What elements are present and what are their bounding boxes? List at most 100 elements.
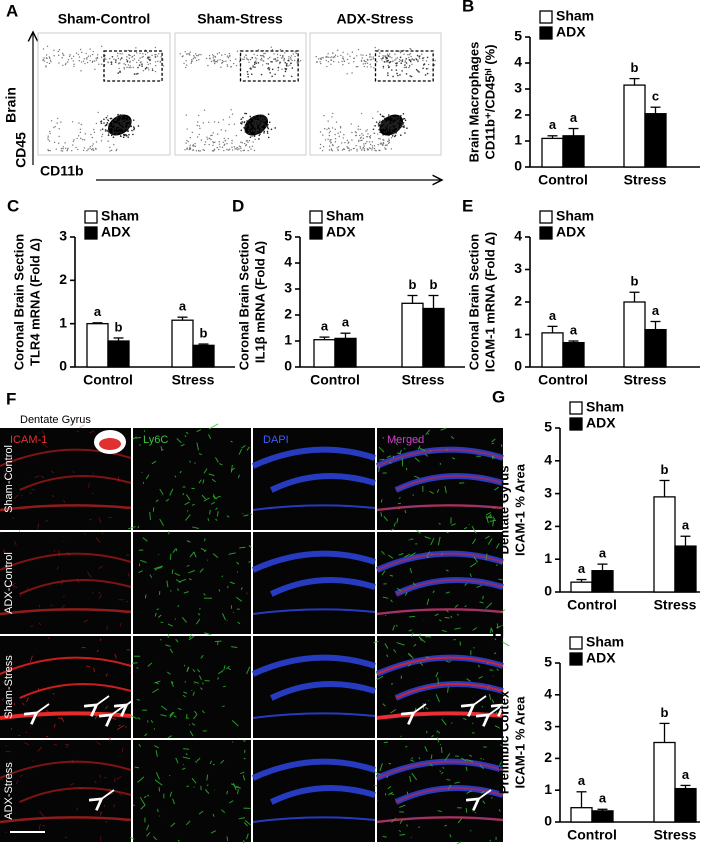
event-dot bbox=[386, 60, 388, 62]
significance-label: a bbox=[652, 303, 660, 318]
vessel bbox=[198, 453, 203, 456]
event-dot bbox=[119, 135, 122, 137]
vessel bbox=[409, 615, 416, 618]
vessel bbox=[147, 662, 153, 667]
event-dot bbox=[418, 71, 420, 73]
event-dot bbox=[262, 55, 265, 58]
event-dot bbox=[136, 52, 138, 54]
event-dot bbox=[421, 53, 423, 55]
vessel bbox=[446, 531, 449, 534]
event-dot bbox=[411, 63, 413, 66]
event-dot bbox=[388, 115, 391, 118]
event-dot bbox=[425, 68, 428, 70]
event-dot bbox=[220, 129, 222, 131]
event-dot bbox=[125, 134, 128, 137]
panel-letter: E bbox=[462, 196, 473, 215]
event-dot bbox=[213, 59, 216, 61]
event-dot bbox=[277, 59, 279, 62]
event-dot bbox=[250, 125, 252, 128]
event-dot bbox=[71, 57, 73, 60]
event-dot bbox=[387, 114, 390, 116]
vessel bbox=[6, 666, 13, 671]
vessel bbox=[72, 471, 75, 473]
event-dot bbox=[351, 51, 354, 53]
event-dot bbox=[124, 116, 127, 119]
vessel bbox=[176, 438, 182, 443]
event-dot bbox=[244, 112, 246, 115]
vessel bbox=[454, 781, 460, 784]
vessel bbox=[439, 619, 442, 622]
event-dot bbox=[262, 54, 264, 57]
event-dot bbox=[69, 54, 71, 56]
vessel bbox=[87, 571, 92, 579]
event-dot bbox=[279, 54, 282, 56]
event-dot bbox=[77, 135, 80, 137]
event-dot bbox=[145, 66, 148, 69]
event-dot bbox=[247, 122, 249, 124]
vessel bbox=[244, 819, 251, 826]
vessel bbox=[53, 723, 56, 728]
event-dot bbox=[367, 133, 369, 135]
event-dot bbox=[100, 56, 103, 59]
event-dot bbox=[212, 144, 214, 147]
event-dot bbox=[390, 129, 392, 131]
event-dot bbox=[223, 144, 225, 147]
cell-layer bbox=[251, 550, 376, 573]
event-dot bbox=[114, 124, 116, 126]
x-tick-label: Stress bbox=[172, 372, 215, 388]
event-dot bbox=[213, 61, 215, 63]
vessel bbox=[436, 489, 440, 493]
event-dot bbox=[343, 60, 346, 63]
cell-layer bbox=[0, 448, 132, 467]
vessel bbox=[1, 698, 5, 701]
event-dot bbox=[126, 60, 129, 63]
vessel bbox=[419, 662, 424, 667]
event-dot bbox=[251, 122, 254, 125]
event-dot bbox=[231, 142, 233, 144]
event-dot bbox=[319, 57, 322, 60]
y-tick-label: 3 bbox=[544, 717, 552, 733]
vessel bbox=[105, 820, 108, 824]
event-dot bbox=[133, 127, 136, 130]
event-dot bbox=[276, 53, 279, 56]
event-dot bbox=[47, 137, 49, 139]
event-dot bbox=[383, 55, 385, 57]
vessel bbox=[89, 518, 92, 521]
vessel bbox=[396, 587, 402, 592]
event-dot bbox=[135, 73, 138, 75]
event-dot bbox=[212, 132, 214, 134]
vessel bbox=[252, 608, 376, 615]
vessel bbox=[211, 478, 216, 483]
event-dot bbox=[379, 120, 381, 122]
event-dot bbox=[267, 58, 269, 60]
event-dot bbox=[211, 134, 213, 136]
event-dot bbox=[58, 128, 60, 130]
event-dot bbox=[287, 65, 289, 67]
vessel bbox=[396, 624, 398, 627]
event-dot bbox=[279, 62, 281, 65]
event-dot bbox=[185, 60, 187, 62]
event-dot bbox=[132, 119, 135, 121]
event-dot bbox=[72, 144, 74, 146]
vessel bbox=[160, 638, 162, 641]
vessel bbox=[411, 772, 418, 781]
event-dot bbox=[72, 60, 74, 62]
event-dot bbox=[260, 127, 263, 129]
vessel bbox=[472, 538, 477, 545]
y-tick-label: 5 bbox=[544, 654, 552, 670]
vessel bbox=[155, 682, 159, 685]
event-dot bbox=[189, 51, 191, 53]
significance-label: a bbox=[578, 561, 586, 576]
event-dot bbox=[199, 150, 201, 152]
vessel bbox=[146, 832, 151, 837]
event-dot bbox=[253, 63, 256, 65]
event-dot bbox=[64, 63, 67, 66]
vessel bbox=[138, 743, 142, 748]
y-tick-label: 4 bbox=[284, 254, 292, 270]
event-dot bbox=[251, 135, 253, 138]
event-dot bbox=[78, 122, 80, 124]
vessel bbox=[5, 831, 7, 834]
event-dot bbox=[235, 64, 238, 67]
event-dot bbox=[270, 46, 273, 48]
vessel bbox=[382, 436, 385, 439]
